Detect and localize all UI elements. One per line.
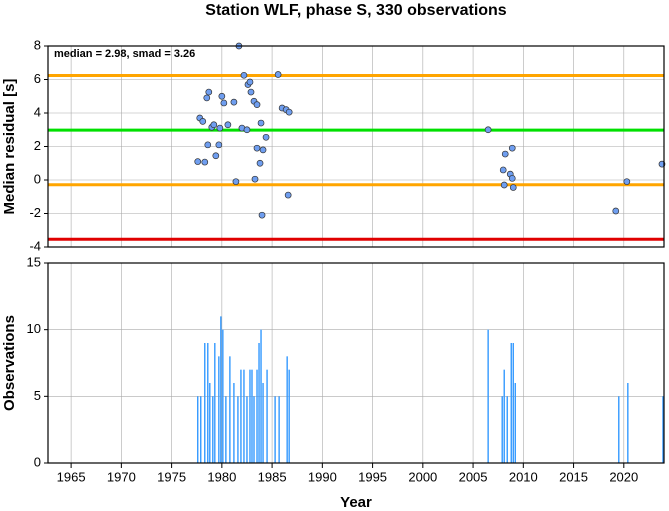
point xyxy=(201,158,209,166)
x-axis-label: Year xyxy=(340,494,372,511)
y-axis-label: Median residual [s] xyxy=(1,79,18,215)
point xyxy=(285,108,293,116)
point xyxy=(224,121,232,129)
point xyxy=(212,152,220,160)
y-tick-label: 4 xyxy=(34,104,41,119)
point xyxy=(258,211,266,219)
annotation: median = 2.98, smad = 3.26 xyxy=(54,48,195,60)
x-tick-label: 2005 xyxy=(459,469,488,484)
x-tick-label: 2015 xyxy=(559,469,588,484)
point xyxy=(232,178,240,186)
point xyxy=(199,118,207,125)
y-tick-label: 0 xyxy=(34,171,41,186)
point xyxy=(259,146,267,154)
chart-title: Station WLF, phase S, 330 observations xyxy=(205,2,507,19)
x-tick-label: 2020 xyxy=(609,469,638,484)
point xyxy=(256,159,264,167)
x-tick-label: 1990 xyxy=(308,469,337,484)
x-tick-label: 2010 xyxy=(509,469,538,484)
point xyxy=(240,71,248,79)
point xyxy=(508,144,516,152)
point xyxy=(230,98,238,106)
y-tick-label: 10 xyxy=(27,321,41,336)
point xyxy=(284,191,292,199)
y-tick-label: 6 xyxy=(34,71,41,86)
y-tick-label: 5 xyxy=(34,388,41,403)
y-tick-label: 15 xyxy=(27,254,41,269)
x-tick-label: 1985 xyxy=(258,469,287,484)
point xyxy=(500,181,508,189)
y-tick-label: -4 xyxy=(29,238,41,253)
x-tick-label: 1965 xyxy=(57,469,86,484)
point xyxy=(623,178,631,186)
x-tick-label: 1980 xyxy=(207,469,236,484)
y-tick-label: 2 xyxy=(34,138,41,153)
point xyxy=(210,121,218,129)
point xyxy=(257,119,265,127)
y-tick-label: 0 xyxy=(34,454,41,469)
point xyxy=(484,126,492,134)
plot-frame xyxy=(47,262,665,464)
plot-area xyxy=(48,263,664,463)
y-tick-label: -2 xyxy=(29,205,41,220)
point xyxy=(218,92,226,100)
point xyxy=(253,101,261,108)
point xyxy=(253,144,261,152)
x-tick-label: 1975 xyxy=(157,469,186,484)
x-tick-label: 2000 xyxy=(408,469,437,484)
point xyxy=(204,141,212,149)
point xyxy=(612,207,620,215)
point xyxy=(247,88,255,96)
point xyxy=(274,71,282,78)
point xyxy=(501,150,509,158)
point xyxy=(215,141,223,149)
y-tick-label: 8 xyxy=(34,37,41,52)
point xyxy=(499,166,507,174)
point xyxy=(246,78,254,86)
point xyxy=(508,174,516,182)
point xyxy=(509,184,517,191)
x-tick-label: 1995 xyxy=(358,469,387,484)
point xyxy=(205,88,213,96)
y-axis-label: Observations xyxy=(1,315,18,411)
point xyxy=(194,158,202,165)
plot-frame xyxy=(47,45,665,248)
point xyxy=(251,175,259,183)
point xyxy=(220,99,228,107)
point xyxy=(203,94,211,102)
point xyxy=(243,126,251,134)
point xyxy=(216,124,224,132)
point xyxy=(262,133,270,141)
x-tick-label: 1970 xyxy=(107,469,136,484)
